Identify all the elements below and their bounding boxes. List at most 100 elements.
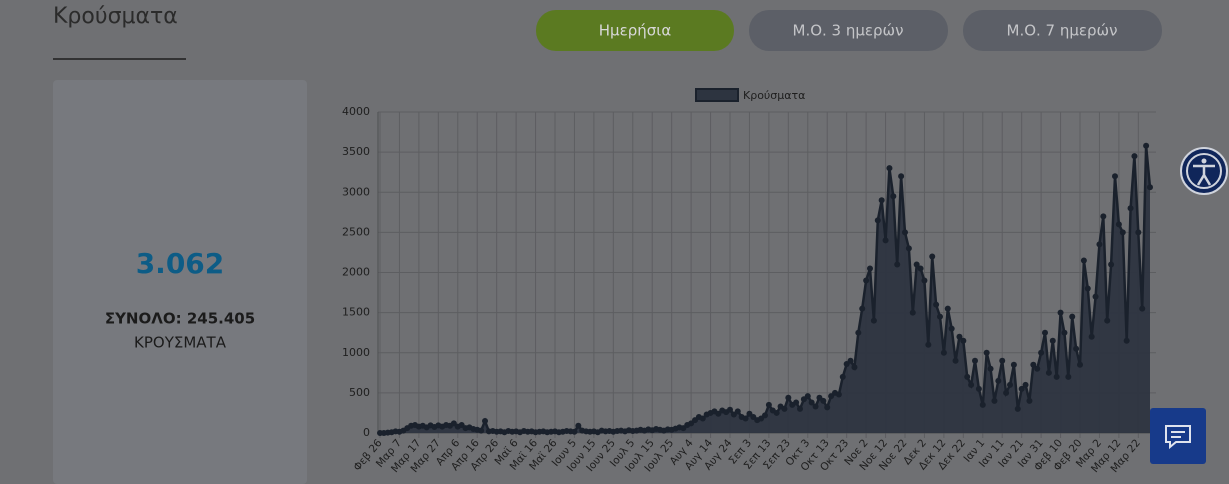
- y-tick-label: 1000: [342, 346, 370, 359]
- accessibility-figure: [1193, 164, 1215, 186]
- y-tick-label: 4000: [342, 105, 370, 118]
- accessibility-head: [1201, 158, 1207, 164]
- point: [870, 317, 877, 324]
- point: [1057, 309, 1064, 316]
- point: [1038, 349, 1045, 356]
- point: [1034, 365, 1041, 372]
- summary-value: 3.062: [136, 247, 225, 280]
- point: [797, 405, 803, 412]
- point: [1018, 385, 1025, 392]
- point: [987, 365, 994, 372]
- point: [571, 428, 578, 435]
- point: [1030, 361, 1037, 368]
- point: [765, 401, 772, 408]
- point: [1045, 369, 1052, 376]
- point: [944, 305, 951, 312]
- point: [1022, 381, 1029, 388]
- button-bg[interactable]: [749, 10, 948, 51]
- point: [902, 229, 908, 236]
- point: [839, 373, 846, 380]
- point: [886, 165, 893, 172]
- point: [1147, 184, 1153, 191]
- point: [1007, 381, 1013, 388]
- button-avg3[interactable]: Μ.Ο. 3 ημερών: [749, 10, 948, 51]
- point: [804, 393, 811, 400]
- point: [820, 397, 827, 404]
- button-bg[interactable]: [536, 10, 734, 51]
- point: [890, 193, 897, 200]
- point: [913, 261, 920, 268]
- point: [863, 277, 870, 284]
- point: [785, 394, 792, 401]
- y-tick-label: 500: [349, 386, 370, 399]
- point: [793, 399, 800, 406]
- point: [956, 333, 963, 340]
- point: [478, 427, 485, 434]
- point: [874, 217, 881, 224]
- point: [867, 265, 873, 272]
- point: [1010, 361, 1017, 368]
- point: [917, 265, 924, 272]
- accessibility-ring: [1186, 153, 1222, 189]
- point: [482, 417, 488, 424]
- point: [859, 305, 866, 312]
- button-bg[interactable]: [963, 10, 1162, 51]
- point: [1049, 337, 1056, 344]
- point: [921, 277, 928, 284]
- section-title: Κρούσματα: [53, 4, 178, 29]
- point: [727, 406, 733, 413]
- point: [1026, 397, 1033, 404]
- point: [808, 399, 815, 406]
- summary-panel: [53, 80, 307, 484]
- point: [1080, 257, 1087, 264]
- point: [742, 415, 749, 422]
- chat-button[interactable]: [1150, 408, 1206, 464]
- point: [940, 349, 947, 356]
- button-daily[interactable]: Ημερήσια: [536, 10, 734, 51]
- point: [762, 412, 768, 419]
- chat-icon: [1165, 425, 1191, 450]
- legend-label: Κρούσματα: [743, 89, 805, 102]
- point: [991, 397, 998, 404]
- point: [960, 337, 967, 344]
- button-label[interactable]: Μ.Ο. 7 ημερών: [1007, 22, 1118, 40]
- point: [983, 349, 990, 356]
- point: [952, 357, 959, 364]
- point: [1108, 261, 1115, 268]
- point: [979, 401, 986, 408]
- point: [933, 301, 940, 308]
- button-label[interactable]: Ημερήσια: [599, 22, 672, 40]
- point: [937, 313, 943, 320]
- point: [1100, 213, 1107, 220]
- point: [1042, 329, 1048, 336]
- point: [925, 341, 932, 348]
- y-tick-label: 2000: [342, 266, 370, 279]
- point: [995, 377, 1002, 384]
- point: [812, 403, 819, 410]
- point: [975, 385, 982, 392]
- point: [1143, 142, 1150, 149]
- point: [882, 237, 889, 244]
- point: [1104, 317, 1111, 324]
- point: [1014, 405, 1021, 412]
- point: [1069, 313, 1076, 320]
- point: [847, 357, 854, 364]
- point: [699, 415, 706, 422]
- button-label[interactable]: Μ.Ο. 3 ημερών: [793, 22, 904, 40]
- accessibility-button[interactable]: [1180, 147, 1228, 195]
- button-avg7[interactable]: Μ.Ο. 7 ημερών: [963, 10, 1162, 51]
- point: [1119, 229, 1126, 236]
- point: [1115, 221, 1122, 228]
- point: [948, 325, 955, 332]
- point: [968, 381, 975, 388]
- point: [964, 373, 971, 380]
- y-tick-label: 2500: [342, 225, 370, 238]
- point: [1123, 337, 1130, 344]
- point: [855, 329, 862, 336]
- point: [575, 422, 582, 429]
- point: [824, 404, 831, 411]
- point: [781, 405, 788, 412]
- point: [1139, 305, 1146, 312]
